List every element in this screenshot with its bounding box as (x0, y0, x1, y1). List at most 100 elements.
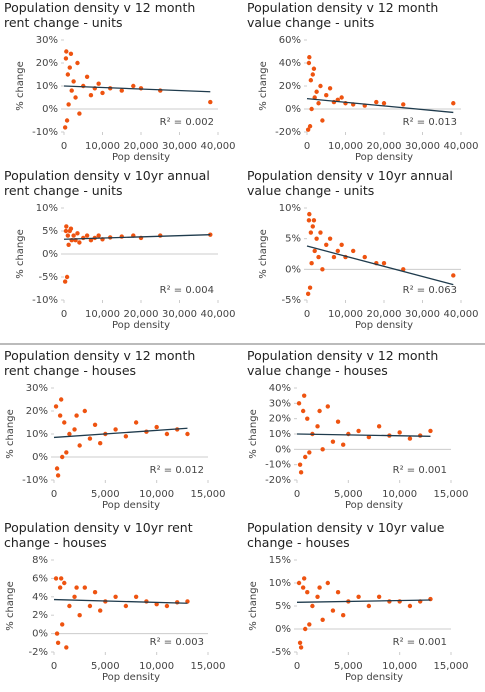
chart-title: Population density v 12 month value chang… (247, 348, 438, 378)
point (64, 118, 70, 123)
point (72, 427, 77, 432)
y-axis-label: % change (15, 229, 26, 278)
point (308, 230, 314, 235)
point (69, 88, 74, 93)
point (306, 218, 312, 223)
point (325, 404, 330, 409)
point (164, 603, 170, 609)
y-axis-label: % change (5, 581, 16, 630)
point (74, 585, 79, 590)
point (309, 106, 314, 112)
point (64, 274, 70, 280)
x-tick-label: 20,000 (367, 309, 402, 320)
y-tick-label: 0% (285, 104, 301, 115)
y-tick-label: 5% (285, 234, 301, 245)
point (82, 408, 88, 414)
point (300, 585, 306, 590)
point (88, 93, 94, 98)
point (60, 622, 65, 627)
point (66, 242, 71, 247)
chart-title: Population density v 10yr annual rent cha… (4, 168, 210, 198)
point (327, 236, 333, 241)
y-tick-label: -5% (272, 647, 291, 658)
point (82, 585, 88, 590)
point (297, 640, 303, 645)
x-tick-label: 5,000 (91, 489, 120, 500)
x-tick-label: 40,000 (201, 141, 236, 152)
point (92, 422, 98, 427)
x-tick-label: 10,000 (382, 489, 417, 500)
x-tick-label: 40,000 (444, 309, 479, 320)
point (307, 450, 312, 455)
point (407, 603, 413, 609)
x-tick-label: 5,000 (91, 661, 120, 672)
x-tick-label: 20,000 (124, 141, 159, 152)
point (341, 442, 346, 447)
point (185, 599, 190, 604)
point (62, 125, 68, 130)
point (58, 397, 64, 402)
x-axis-label: Pop density (102, 500, 160, 511)
y-tick-label: -10% (32, 127, 58, 138)
point (62, 279, 68, 284)
y-tick-label: 30% (26, 383, 48, 394)
point (64, 645, 69, 650)
point (339, 242, 344, 247)
r-squared: R² = 0.003 (150, 637, 204, 648)
point (397, 430, 402, 435)
point (81, 83, 86, 89)
point (113, 427, 118, 432)
x-tick-label: 5,000 (334, 489, 363, 500)
y-tick-label: 20% (279, 81, 301, 92)
r-squared: R² = 0.063 (403, 285, 457, 296)
x-tick-label: 10,000 (139, 661, 174, 672)
point (77, 613, 82, 618)
point (133, 420, 139, 425)
chart-panel: Population density v 12 month rent change… (4, 0, 236, 163)
point (309, 261, 314, 266)
trendline (306, 245, 454, 286)
x-tick-label: 5,000 (334, 661, 363, 672)
x-tick-label: 15,000 (434, 489, 469, 500)
y-tick-label: 0% (285, 264, 301, 275)
chart-panel: Population density v 12 month value chang… (247, 348, 469, 511)
point (53, 404, 59, 409)
point (65, 72, 71, 77)
y-tick-label: 10% (269, 429, 291, 440)
point (63, 228, 69, 234)
point (81, 235, 86, 241)
x-tick-label: 10,000 (85, 141, 120, 152)
point (100, 90, 105, 96)
r-squared: R² = 0.012 (150, 465, 204, 476)
y-tick-label: -10% (265, 460, 291, 471)
y-tick-label: 15% (269, 555, 291, 566)
point (92, 590, 98, 595)
y-tick-label: 2% (32, 610, 48, 621)
point (301, 576, 307, 581)
point (164, 431, 170, 437)
point (331, 254, 337, 260)
point (311, 218, 317, 223)
point (307, 622, 312, 627)
point (401, 267, 406, 272)
point (335, 590, 341, 595)
x-tick-label: 20,000 (124, 309, 159, 320)
point (55, 473, 61, 478)
point (154, 424, 159, 430)
point (98, 441, 103, 446)
y-tick-label: 10% (279, 203, 301, 214)
point (316, 254, 321, 260)
y-tick-label: 5% (42, 226, 58, 237)
point (77, 443, 82, 448)
y-tick-label: 0% (275, 624, 291, 635)
point (68, 226, 74, 231)
point (298, 645, 304, 650)
x-tick-label: 15,000 (191, 661, 226, 672)
r-squared: R² = 0.004 (160, 285, 214, 296)
point (133, 594, 139, 599)
x-axis-label: Pop density (345, 672, 403, 683)
point (320, 118, 325, 123)
point (397, 599, 402, 604)
y-axis-label: % change (5, 409, 16, 458)
point (320, 617, 325, 622)
